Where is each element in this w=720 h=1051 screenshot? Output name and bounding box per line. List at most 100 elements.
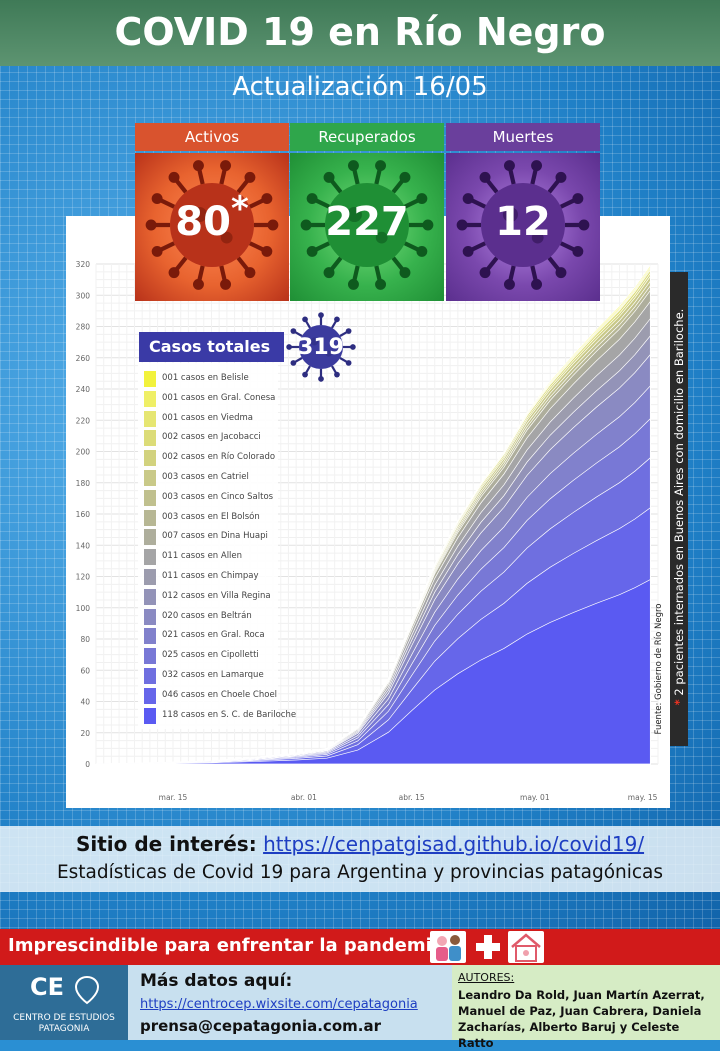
stat-box: 12 xyxy=(446,153,600,301)
stat-card-recuperados: Recuperados 227 xyxy=(290,123,444,301)
legend-swatch xyxy=(144,390,156,407)
sitio-link[interactable]: https://cenpatgisad.github.io/covid19/ xyxy=(263,832,645,856)
logo-text: CE xyxy=(30,973,65,1001)
legend-label: 118 casos en S. C. de Bariloche xyxy=(162,709,297,720)
legend-swatch xyxy=(144,509,156,526)
virus-icon xyxy=(145,160,279,290)
page-subtitle: Actualización 16/05 xyxy=(232,72,488,102)
legend-swatch xyxy=(144,371,156,387)
y-tick-label: 40 xyxy=(80,698,90,707)
x-tick-label: abr. 01 xyxy=(291,793,317,802)
stat-card-muertes: Muertes 12 xyxy=(446,123,600,301)
chart-legend: 001 casos en Belisle 001 casos en Gral. C… xyxy=(138,363,296,729)
note-asterisk: * xyxy=(672,699,686,706)
area-chart: 0 20 40 60 80 100 120 140 160 180 200 220 240 260 280 3… xyxy=(76,260,659,802)
y-tick-label: 160 xyxy=(76,510,91,519)
legend-swatch xyxy=(144,450,156,467)
y-tick-label: 140 xyxy=(76,541,91,550)
casos-totales-label: Casos totales xyxy=(139,332,284,362)
stat-number: 80 xyxy=(175,199,231,245)
y-tick-label: 260 xyxy=(76,354,91,363)
area-series xyxy=(95,579,651,765)
y-tick-label: 240 xyxy=(76,385,91,394)
legend-label: 003 casos en El Bolsón xyxy=(162,511,260,522)
y-tick-label: 0 xyxy=(85,760,90,769)
y-tick-label: 280 xyxy=(76,323,91,332)
legend-swatch xyxy=(144,569,156,585)
note-text: 2 pacientes internados en Buenos Aires c… xyxy=(672,308,686,696)
legend-label: 020 casos en Beltrán xyxy=(162,610,252,621)
stat-value: 12 xyxy=(495,199,551,245)
legend-swatch xyxy=(144,628,156,645)
y-tick-label: 80 xyxy=(80,635,90,644)
legend-swatch xyxy=(144,470,156,486)
y-tick-label: 200 xyxy=(76,448,91,457)
legend-label: 046 casos en Choele Choel xyxy=(162,689,278,700)
legend-label: 002 casos en Río Colorado xyxy=(162,452,276,463)
title-bar xyxy=(0,0,720,66)
virus-icon xyxy=(286,312,356,382)
legend-label: 011 casos en Allen xyxy=(162,551,243,562)
legend-swatch xyxy=(144,410,156,427)
x-tick-label: may. 01 xyxy=(520,793,550,802)
source-text: Fuente: Gobierno de Río Negro xyxy=(654,603,664,735)
contact-email[interactable]: prensa@cepatagonia.com.ar xyxy=(140,1017,381,1035)
banner: Imprescindible para enfrentar la pandemi… xyxy=(0,929,720,965)
house-icon xyxy=(508,931,544,963)
legend-label: 001 casos en Belisle xyxy=(162,373,249,383)
footer-logo-block: CE CENTRO DE ESTUDIOS PATAGONIA xyxy=(0,965,128,1040)
casos-totales-value: 319 xyxy=(298,335,344,360)
stat-value: 227 xyxy=(325,199,409,245)
sitio-desc: Estadísticas de Covid 19 para Argentina … xyxy=(56,862,664,883)
legend-swatch xyxy=(144,489,156,506)
sitio-label: Sitio de interés: xyxy=(75,832,257,856)
stat-value: 80* xyxy=(135,189,289,245)
y-tick-label: 300 xyxy=(76,291,91,300)
legend-swatch xyxy=(144,430,156,447)
legend-label: 003 casos en Cinco Saltos xyxy=(162,491,274,502)
page-title: COVID 19 en Río Negro xyxy=(114,10,606,54)
y-tick-label: 320 xyxy=(76,260,91,269)
mas-datos-label: Más datos aquí: xyxy=(140,971,293,991)
legend-label: 001 casos en Gral. Conesa xyxy=(162,392,276,403)
x-tick-label: mar. 15 xyxy=(159,793,188,802)
autores-list: Leandro Da Rold, Juan Martín Azerrat, Ma… xyxy=(458,988,705,1050)
legend-label: 003 casos en Catriel xyxy=(162,472,249,482)
legend-label: 025 casos en Cipolletti xyxy=(162,650,259,661)
side-note: * 2 pacientes internados en Buenos Aires… xyxy=(670,272,688,746)
family-icon xyxy=(430,931,466,963)
y-tick-label: 60 xyxy=(80,666,90,675)
legend-label: 012 casos en Villa Regina xyxy=(162,590,271,601)
virus-icon xyxy=(300,160,434,290)
stat-label: Muertes xyxy=(446,123,600,151)
virus-icon xyxy=(456,160,590,290)
y-tick-label: 180 xyxy=(76,479,91,488)
legend-label: 002 casos en Jacobacci xyxy=(162,432,261,443)
banner-text: Imprescindible para enfrentar la pandemi… xyxy=(8,935,452,956)
stat-asterisk: * xyxy=(230,189,249,229)
legend-label: 007 casos en Dina Huapi xyxy=(162,531,268,542)
y-tick-label: 20 xyxy=(80,729,90,738)
stat-card-activos: Activos 80* xyxy=(135,123,289,301)
logo-pin-icon xyxy=(74,975,100,1005)
legend-swatch xyxy=(144,668,156,684)
legend-label: 032 casos en Lamarque xyxy=(162,670,264,680)
legend-swatch xyxy=(144,608,156,625)
casos-totales-badge: 319 xyxy=(284,307,358,387)
source-note: Fuente: Gobierno de Río Negro xyxy=(652,600,666,740)
y-tick-label: 120 xyxy=(76,573,91,582)
mas-datos-link[interactable]: https://centrocep.wixsite.com/cepatagoni… xyxy=(140,997,418,1012)
legend-swatch xyxy=(144,549,156,566)
legend-label: 011 casos en Chimpay xyxy=(162,571,259,581)
legend-swatch xyxy=(144,707,156,724)
legend-swatch xyxy=(144,648,156,665)
x-tick-label: abr. 15 xyxy=(399,793,425,802)
legend-swatch xyxy=(144,588,156,605)
stat-box: 227 xyxy=(290,153,444,301)
stat-label: Activos xyxy=(135,123,289,151)
y-tick-label: 220 xyxy=(76,416,91,425)
footer-authors: AUTORES: Leandro Da Rold, Juan Martín Az… xyxy=(452,965,720,1050)
stat-box: 80* xyxy=(135,153,289,301)
legend-label: 001 casos en Viedma xyxy=(162,412,253,423)
stat-label: Recuperados xyxy=(290,123,444,151)
